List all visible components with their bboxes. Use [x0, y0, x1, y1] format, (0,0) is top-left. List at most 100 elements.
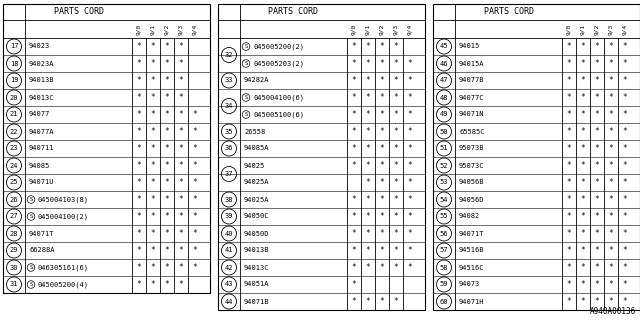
Text: 36: 36 [225, 146, 233, 151]
Text: 9/2: 9/2 [595, 23, 600, 35]
Text: *: * [566, 110, 572, 119]
Text: *: * [179, 161, 183, 170]
Text: *: * [137, 110, 141, 119]
Text: *: * [365, 229, 371, 238]
Text: *: * [380, 297, 384, 306]
Text: 42: 42 [225, 265, 233, 270]
Text: 57: 57 [440, 247, 448, 253]
Text: 27: 27 [10, 213, 19, 220]
Text: *: * [595, 212, 599, 221]
Text: 94077: 94077 [29, 111, 51, 117]
Text: 41: 41 [225, 247, 233, 253]
Text: *: * [609, 212, 613, 221]
Text: *: * [580, 178, 586, 187]
Text: 60: 60 [440, 299, 448, 305]
Text: 9/1: 9/1 [365, 23, 371, 35]
Text: 33: 33 [225, 77, 233, 84]
Text: *: * [595, 110, 599, 119]
Text: 35: 35 [225, 129, 233, 134]
Text: *: * [352, 212, 356, 221]
Text: *: * [164, 76, 170, 85]
Text: 94025A: 94025A [244, 180, 269, 186]
Text: *: * [580, 93, 586, 102]
Text: *: * [179, 93, 183, 102]
Text: *: * [580, 212, 586, 221]
Text: *: * [580, 76, 586, 85]
Text: *: * [595, 127, 599, 136]
Text: *: * [580, 127, 586, 136]
Text: *: * [595, 93, 599, 102]
Text: *: * [408, 93, 412, 102]
Text: *: * [408, 263, 412, 272]
Text: *: * [623, 42, 627, 51]
Text: 94282A: 94282A [244, 77, 269, 84]
Text: *: * [595, 59, 599, 68]
Text: *: * [164, 42, 170, 51]
Text: *: * [380, 246, 384, 255]
Text: S: S [29, 214, 33, 219]
Text: *: * [352, 110, 356, 119]
Text: *: * [150, 110, 156, 119]
Text: 94071T: 94071T [29, 230, 54, 236]
Text: *: * [394, 144, 398, 153]
Text: *: * [595, 229, 599, 238]
Text: *: * [566, 42, 572, 51]
Text: *: * [566, 59, 572, 68]
Text: S: S [29, 282, 33, 287]
Text: *: * [179, 229, 183, 238]
Text: 9/2: 9/2 [164, 23, 170, 35]
Text: *: * [566, 178, 572, 187]
Text: 26558: 26558 [244, 129, 265, 134]
Text: *: * [394, 195, 398, 204]
Text: 94085A: 94085A [244, 146, 269, 151]
Text: *: * [394, 76, 398, 85]
Text: *: * [595, 144, 599, 153]
Text: *: * [623, 161, 627, 170]
Text: *: * [595, 178, 599, 187]
Text: *: * [595, 280, 599, 289]
Text: *: * [352, 144, 356, 153]
Text: *: * [623, 93, 627, 102]
Text: 19: 19 [10, 77, 19, 84]
Text: 39: 39 [225, 213, 233, 220]
Text: 94077A: 94077A [29, 129, 54, 134]
Text: *: * [164, 229, 170, 238]
Text: *: * [365, 246, 371, 255]
Text: 94023A: 94023A [29, 60, 54, 67]
Text: *: * [137, 59, 141, 68]
Text: *: * [380, 195, 384, 204]
Text: *: * [380, 93, 384, 102]
Text: *: * [137, 144, 141, 153]
Text: *: * [394, 110, 398, 119]
Text: *: * [380, 110, 384, 119]
Text: *: * [580, 42, 586, 51]
Text: *: * [150, 212, 156, 221]
Text: *: * [193, 263, 197, 272]
Text: *: * [580, 161, 586, 170]
Text: *: * [623, 144, 627, 153]
Text: *: * [352, 42, 356, 51]
Text: *: * [164, 246, 170, 255]
Text: *: * [566, 161, 572, 170]
Text: 45: 45 [440, 44, 448, 50]
Text: 045004103(8): 045004103(8) [38, 196, 89, 203]
Text: *: * [164, 178, 170, 187]
Text: *: * [137, 127, 141, 136]
Text: 94085: 94085 [29, 163, 51, 169]
Text: *: * [352, 93, 356, 102]
Text: 94056D: 94056D [459, 196, 484, 203]
Text: *: * [150, 42, 156, 51]
Text: 9/3: 9/3 [609, 23, 614, 35]
Text: *: * [566, 280, 572, 289]
Text: *: * [408, 127, 412, 136]
Text: S: S [29, 197, 33, 202]
Text: *: * [408, 59, 412, 68]
Text: *: * [394, 178, 398, 187]
Text: *: * [193, 144, 197, 153]
Text: *: * [137, 178, 141, 187]
Text: *: * [394, 59, 398, 68]
Text: *: * [150, 263, 156, 272]
Text: 22: 22 [10, 129, 19, 134]
Text: *: * [352, 76, 356, 85]
Text: *: * [408, 195, 412, 204]
